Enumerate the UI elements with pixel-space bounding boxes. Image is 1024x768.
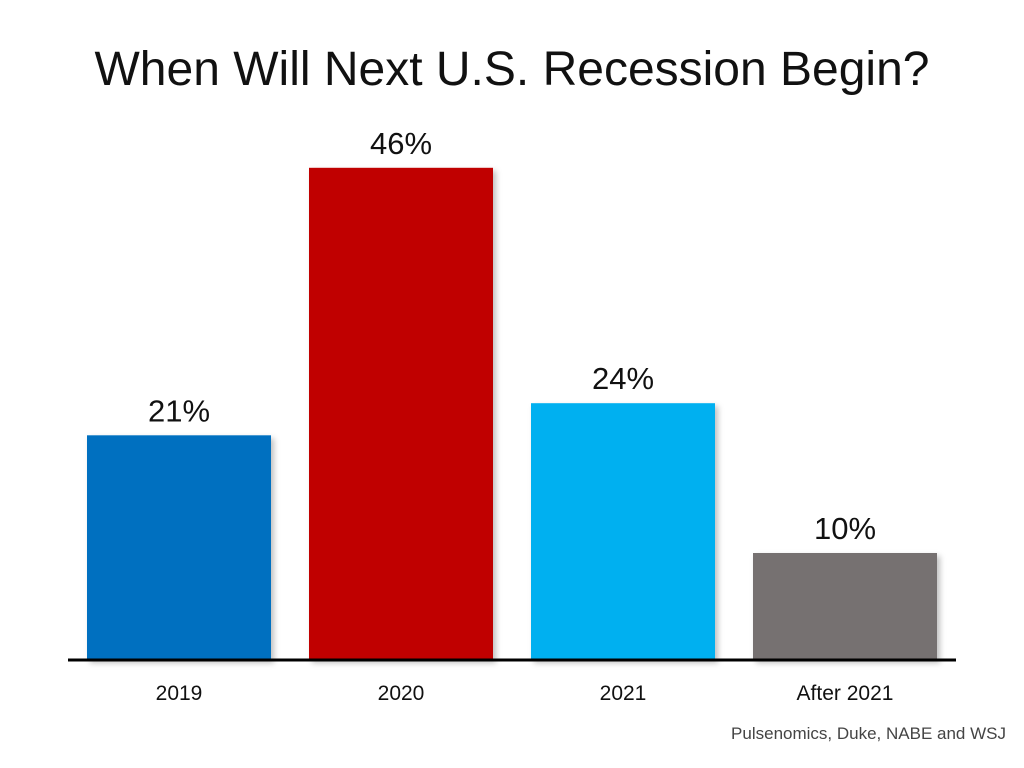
bar-2021 — [531, 403, 715, 660]
x-tick-label-2021: 2021 — [600, 682, 647, 705]
value-labels-layer: 21% 46% 24% 10% — [148, 126, 876, 546]
source-note: Pulsenomics, Duke, NABE and WSJ — [731, 724, 1006, 743]
value-label-2020: 46% — [370, 126, 432, 161]
value-label-2019: 21% — [148, 393, 210, 428]
x-tick-label-after-2021: After 2021 — [797, 682, 894, 705]
value-label-after-2021: 10% — [814, 511, 876, 546]
bar-2020 — [309, 167, 493, 661]
x-tick-label-2020: 2020 — [378, 682, 425, 705]
value-label-2021: 24% — [592, 361, 654, 396]
x-tick-label-2019: 2019 — [156, 682, 203, 705]
x-tick-labels-layer: 2019 2020 2021 After 2021 — [156, 682, 894, 705]
bar-after-2021 — [753, 553, 937, 660]
chart-title: When Will Next U.S. Recession Begin? — [94, 43, 930, 96]
bar-2019 — [87, 435, 271, 660]
bars-layer — [87, 167, 937, 661]
